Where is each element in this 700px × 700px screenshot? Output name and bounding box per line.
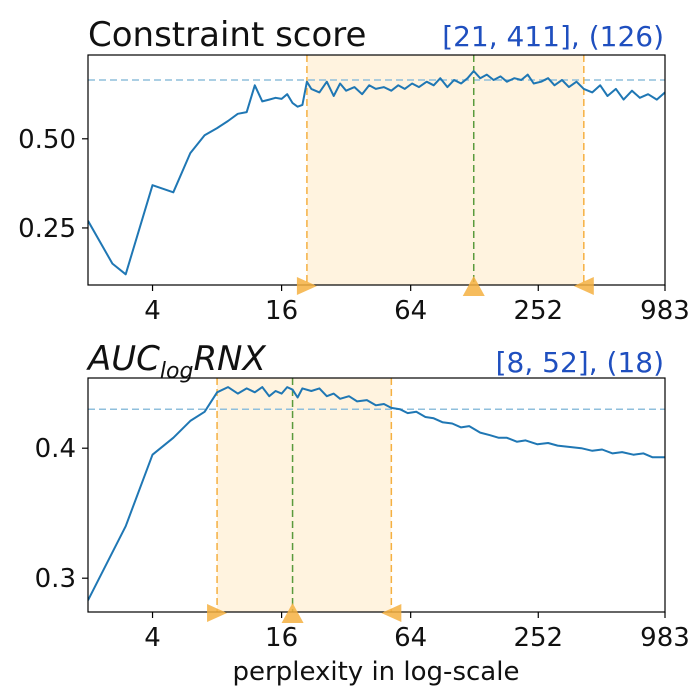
x-axis-label: perplexity in log-scale [233, 657, 520, 687]
x-tick-label: 64 [394, 623, 427, 653]
best-range-annotation: [8, 52], (18) [496, 346, 664, 379]
x-tick-label: 4 [144, 296, 161, 326]
best-range-span [217, 378, 392, 612]
chart-title: AUClogRNX [86, 339, 266, 384]
series-line [88, 70, 665, 276]
plot-frame [87, 54, 666, 286]
y-tick-label: 0.3 [35, 564, 76, 594]
plot-frame [87, 377, 666, 613]
title-subscript: log [160, 359, 194, 384]
x-tick-label: 252 [513, 623, 563, 653]
title-main: AUC [86, 339, 160, 379]
best-x-marker [462, 276, 485, 296]
best-range-annotation: [21, 411], (126) [442, 20, 664, 53]
panel-constraint-score: Constraint score [21, 411], (126) 4 16 64 2… [18, 15, 690, 326]
chart-title: Constraint score [88, 15, 366, 55]
y-tick-label: 0.50 [18, 125, 76, 155]
panel-auc-log-rnx: AUClogRNX [8, 52], (18) 4 16 64 252 983 0.3 0.… [35, 339, 690, 687]
best-x-marker [281, 603, 304, 623]
x-tick-label: 983 [640, 296, 690, 326]
x-tick-label: 983 [640, 623, 690, 653]
x-tick-label: 4 [144, 623, 161, 653]
best-range-span [306, 55, 584, 285]
plot-area: 4 16 64 252 983 0.25 0.50 [18, 54, 690, 326]
x-tick-label: 64 [394, 296, 427, 326]
x-tick-label: 16 [265, 296, 298, 326]
title-suffix: RNX [193, 339, 266, 379]
y-tick-label: 0.4 [35, 434, 76, 464]
x-tick-label: 252 [513, 296, 563, 326]
x-tick-label: 16 [265, 623, 298, 653]
range-start-marker [207, 604, 228, 622]
plot-area: 4 16 64 252 983 0.3 0.4 [35, 377, 690, 653]
series-line [88, 386, 665, 601]
range-end-marker [381, 604, 402, 622]
range-end-marker [573, 277, 594, 295]
range-start-marker [296, 277, 317, 295]
y-tick-label: 0.25 [18, 214, 76, 244]
